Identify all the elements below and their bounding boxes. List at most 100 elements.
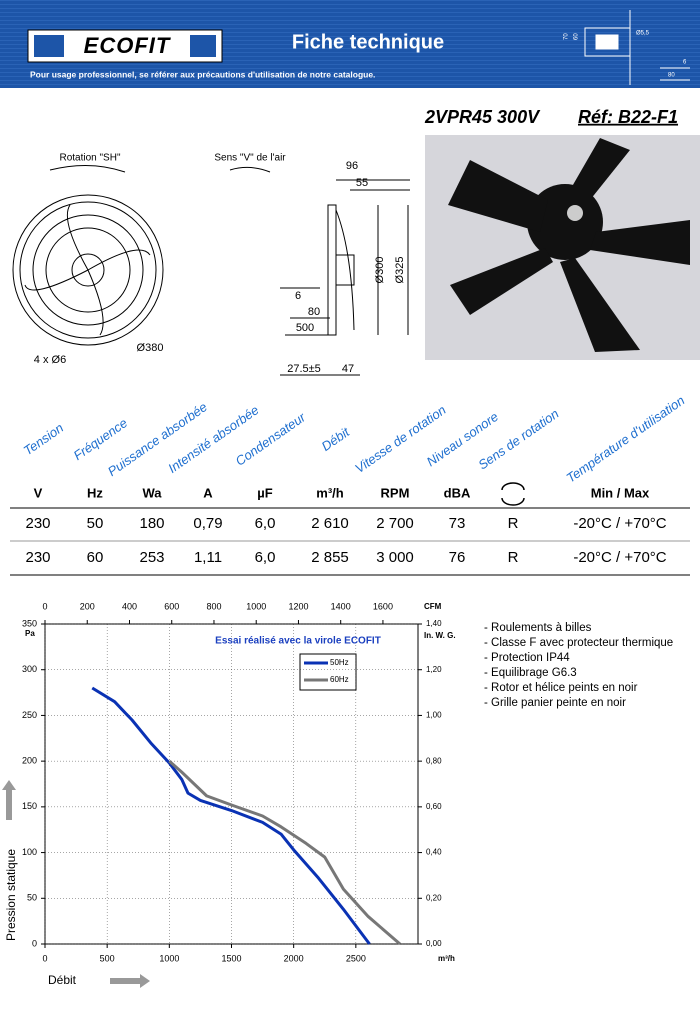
header-subtitle: Pour usage professionnel, se référer aux… [30,69,375,79]
column-unit: dBA [444,485,471,500]
column-header: Tension [21,420,67,458]
diagram-label: 6 [683,60,687,66]
feature-item: - Protection IP44 [484,652,570,664]
column-unit: A [203,485,213,500]
table-cell: R [508,515,519,532]
table-cell: 0,79 [193,515,222,532]
diagram-label: 70 [564,33,570,40]
x-tick-label: 1500 [221,953,241,963]
dimension-label: 96 [346,160,358,172]
column-unit: m³/h [316,485,344,500]
diagram-label: 60 [574,33,580,40]
y2-tick-label: 1,40 [426,619,442,628]
column-unit: V [34,485,43,500]
drawing-label: Ø380 [137,342,164,354]
x2-tick-label: 0 [42,601,47,611]
product-model: 2VPR45 300V [424,107,541,127]
table-cell: R [508,549,519,566]
y-tick-label: 350 [22,618,37,628]
fan-photo [448,138,690,352]
column-unit: µF [257,485,272,500]
annotation: Essai réalisé avec la virole ECOFIT [215,636,381,647]
table-cell: 3 000 [376,549,414,566]
column-header: Débit [319,423,354,453]
table-cell: 76 [449,549,466,566]
y2-tick-label: 1,00 [426,711,442,720]
column-unit: Min / Max [591,485,650,500]
x2-tick-label: 1000 [246,601,266,611]
y-tick-label: 200 [22,756,37,766]
diagram-label: Ø5,5 [636,31,650,37]
series-line [91,686,371,945]
logo-text: ECOFIT [84,33,171,58]
column-header: Température d'utilisation [563,393,687,486]
series-line [168,760,401,946]
y-tick-label: 50 [27,893,37,903]
feature-item: - Rotor et hélice peints en noir [484,682,638,694]
dimension-label: 500 [296,322,314,334]
x-tick-label: 2000 [284,953,304,963]
feature-item: - Equilibrage G6.3 [484,667,577,679]
x-tick-label: 1000 [159,953,179,963]
feature-item: - Roulements à billes [484,622,592,634]
x2-tick-label: 1200 [288,601,308,611]
x2-tick-label: 400 [122,601,137,611]
drawing-label: Rotation "SH" [59,153,120,164]
y-tick-label: 100 [22,847,37,857]
y-axis-label: Pression statique [4,849,18,941]
table-cell: 2 610 [311,515,349,532]
x-tick-label: 500 [100,953,115,963]
legend-label: 60Hz [330,675,349,684]
table-cell: -20°C / +70°C [573,515,666,532]
table-rules [10,507,690,576]
side-view [280,179,410,376]
column-unit: RPM [381,485,410,500]
table-cell: 253 [139,549,164,566]
table-cell: 230 [25,515,50,532]
x-tick-label: 2500 [346,953,366,963]
y2-unit: In. W. G. [424,631,456,640]
header-diagram [584,10,690,85]
feature-item: - Classe F avec protecteur thermique [484,637,673,649]
x2-tick-label: 200 [80,601,95,611]
table-cell: 50 [87,515,104,532]
x2-tick-label: 1400 [331,601,351,611]
y2-tick-label: 1,20 [426,665,442,674]
y-tick-label: 300 [22,664,37,674]
table-cell: 1,11 [194,549,222,566]
column-unit: Hz [87,485,103,500]
table-cell: 6,0 [255,515,276,532]
table-cell: -20°C / +70°C [573,549,666,566]
dimension-label: 27.5±5 [287,363,321,375]
dimension-label: Ø300 [374,257,386,284]
logo-mark [190,35,216,57]
dimension-label: 80 [308,306,320,318]
legend-box [299,653,357,691]
dimension-label: 55 [356,177,368,189]
diagram-label: 80 [668,73,675,79]
table-cell: 2 855 [311,549,349,566]
dimension-label: 47 [342,363,354,375]
column-unit: Wa [142,485,162,500]
x-unit: m³/h [438,954,455,963]
axis-arrows [2,780,150,988]
x2-tick-label: 1600 [373,601,393,611]
x-axis-label: Débit [48,973,77,987]
y-unit: Pa [25,629,35,638]
x2-tick-label: 800 [206,601,221,611]
y2-tick-label: 0,20 [426,893,442,902]
table-cell: 230 [25,549,50,566]
y2-tick-label: 0,40 [426,848,442,857]
header-title: Fiche technique [292,31,444,53]
table-cell: 180 [139,515,164,532]
table-cell: 6,0 [255,549,276,566]
y2-tick-label: 0,80 [426,756,442,765]
product-reference: Réf: B22-F1 [578,107,678,127]
column-header: Puissance absorbée [105,399,210,479]
y2-tick-label: 0,60 [426,802,442,811]
table-cell: 73 [449,515,466,532]
y-tick-label: 150 [22,801,37,811]
table-cell: 60 [87,549,104,566]
